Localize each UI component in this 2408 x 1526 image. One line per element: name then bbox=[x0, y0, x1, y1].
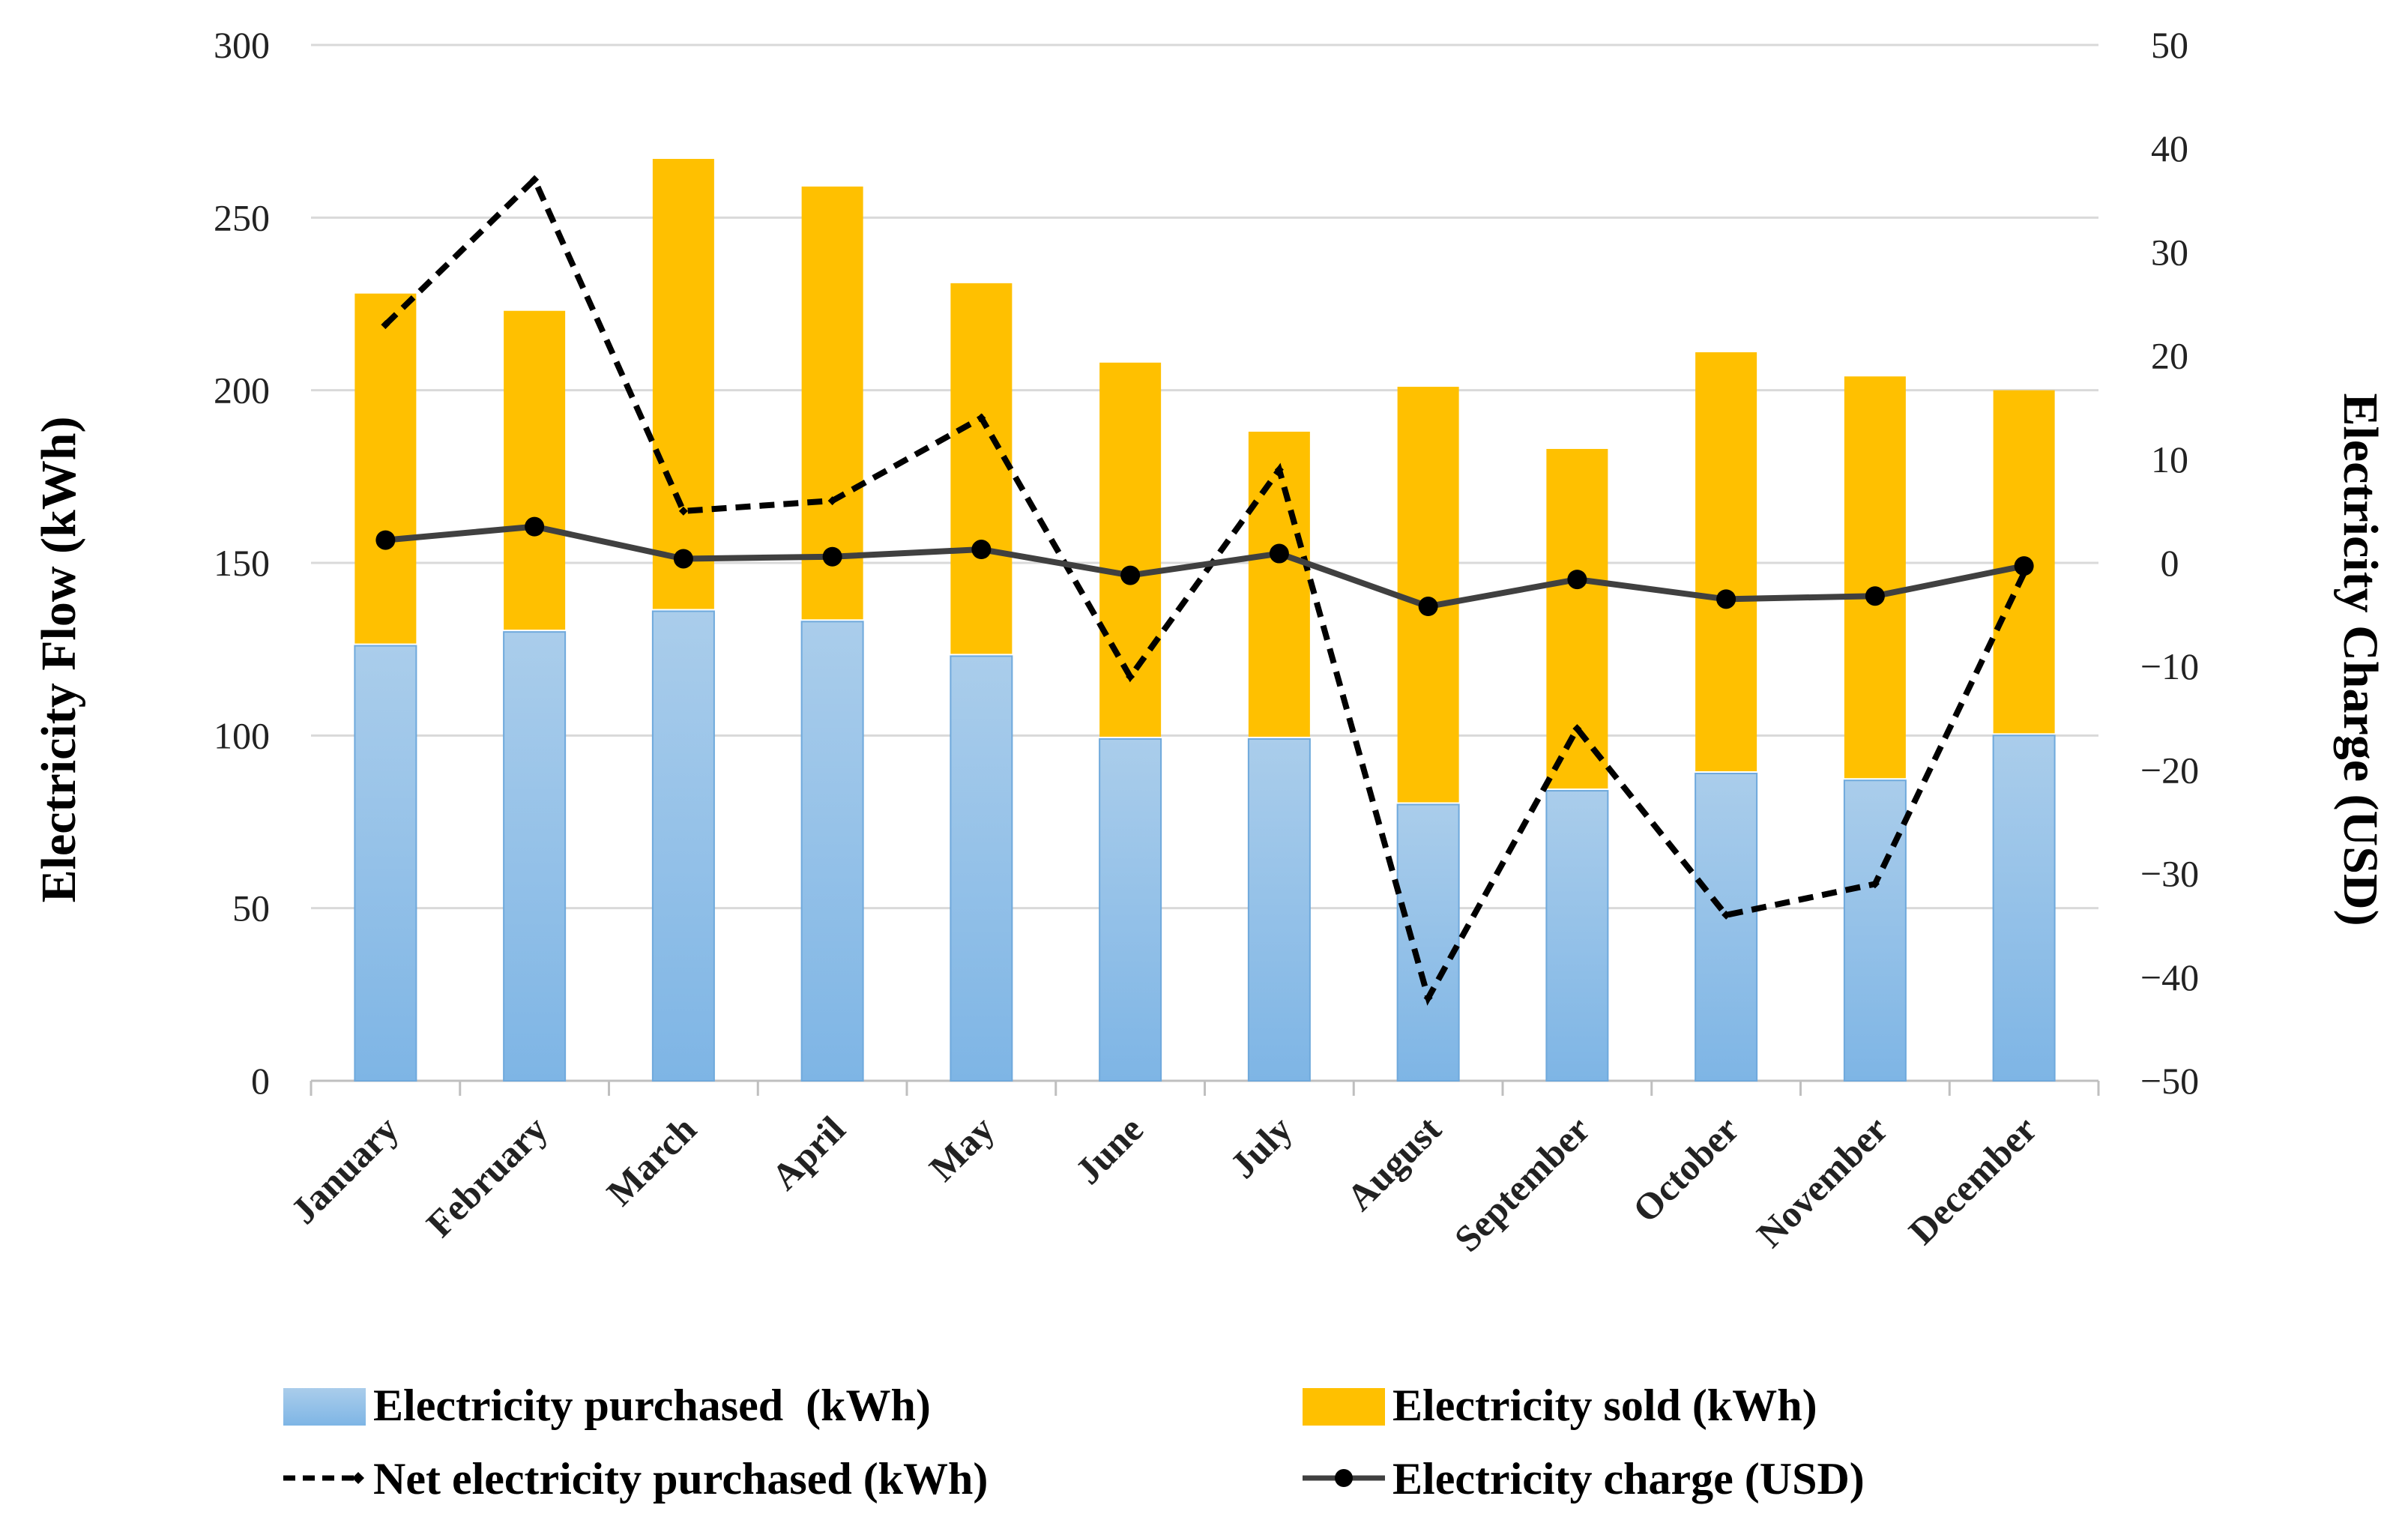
bar-sold bbox=[1844, 376, 1906, 779]
bar-sold bbox=[950, 283, 1013, 654]
point-electricity-charge bbox=[1567, 570, 1587, 590]
x-tick-label: October bbox=[1625, 1108, 1747, 1230]
y-tick-label-left: 150 bbox=[214, 542, 270, 584]
y-tick-label-left: 50 bbox=[232, 887, 270, 929]
point-net-purchased bbox=[1274, 465, 1284, 474]
bar-sold bbox=[1248, 431, 1310, 737]
point-electricity-charge bbox=[375, 530, 396, 550]
y-tick-label-right: −10 bbox=[2140, 645, 2199, 687]
x-tick-label: May bbox=[921, 1108, 1002, 1189]
x-tick-label: November bbox=[1748, 1108, 1896, 1255]
x-tick-label: September bbox=[1446, 1108, 1599, 1260]
y-tick-label-left: 250 bbox=[214, 196, 270, 238]
legend-swatch-sold bbox=[1303, 1388, 1385, 1426]
point-electricity-charge bbox=[1418, 597, 1438, 617]
legend-marker-charge bbox=[1335, 1469, 1353, 1487]
point-net-purchased bbox=[530, 175, 540, 184]
bar-purchased bbox=[354, 645, 417, 1082]
x-tick-label: August bbox=[1339, 1108, 1449, 1219]
point-electricity-charge bbox=[1716, 589, 1736, 609]
y-tick-label-right: 40 bbox=[2151, 127, 2188, 169]
x-tick-label: June bbox=[1067, 1108, 1151, 1192]
legend-label-net: Net electricity purchased (kWh) bbox=[373, 1454, 988, 1504]
y-tick-label-right: 10 bbox=[2151, 438, 2188, 480]
y-tick-label-left: 0 bbox=[251, 1060, 270, 1102]
point-net-purchased bbox=[827, 496, 837, 506]
y-tick-label-right: 50 bbox=[2151, 24, 2188, 66]
point-electricity-charge bbox=[2014, 556, 2034, 576]
y-tick-label-left: 200 bbox=[214, 370, 270, 411]
y-tick-label-right: 20 bbox=[2151, 335, 2188, 377]
legend-marker-net bbox=[352, 1472, 364, 1484]
legend-label-purchased: Electricity purchased (kWh) bbox=[373, 1381, 931, 1430]
line-net-purchased bbox=[383, 174, 2027, 1006]
line-series bbox=[375, 174, 2034, 1006]
y-axis-title-right: Electricity Charge (USD) bbox=[2333, 393, 2388, 926]
bar-purchased bbox=[1992, 735, 2056, 1082]
point-electricity-charge bbox=[673, 549, 693, 569]
bar-purchased bbox=[1843, 779, 1907, 1082]
legend: Electricity purchased (kWh) Electricity … bbox=[283, 1381, 1865, 1504]
x-tick-label: March bbox=[599, 1108, 704, 1213]
x-tick-label: February bbox=[418, 1108, 555, 1245]
x-tick-label: December bbox=[1901, 1108, 2045, 1252]
y-tick-label-right: 30 bbox=[2151, 231, 2188, 273]
bar-series bbox=[354, 159, 2056, 1082]
point-net-purchased bbox=[1870, 879, 1880, 889]
point-net-purchased bbox=[977, 413, 986, 423]
bar-purchased bbox=[503, 631, 567, 1082]
legend-swatch-purchased bbox=[283, 1388, 366, 1426]
bar-purchased bbox=[1247, 738, 1311, 1082]
bar-sold bbox=[1695, 352, 1757, 772]
point-net-purchased bbox=[1572, 724, 1582, 734]
bar-purchased bbox=[1396, 803, 1460, 1082]
x-tick-label: April bbox=[763, 1108, 853, 1198]
y-tick-label-left: 100 bbox=[214, 714, 270, 756]
point-net-purchased bbox=[381, 320, 390, 330]
point-electricity-charge bbox=[971, 540, 992, 560]
x-tick-label: January bbox=[283, 1108, 406, 1231]
legend-label-charge: Electricity charge (USD) bbox=[1392, 1454, 1865, 1504]
bar-purchased bbox=[1099, 738, 1162, 1082]
y-axis-title-left: Electricity Flow (kWh) bbox=[31, 417, 86, 903]
y-tick-label-left: 300 bbox=[214, 24, 270, 66]
point-net-purchased bbox=[678, 506, 688, 516]
bar-purchased bbox=[800, 621, 864, 1082]
y-tick-label-right: −20 bbox=[2140, 749, 2199, 791]
axes bbox=[310, 1079, 2100, 1096]
x-tick-label: July bbox=[1222, 1108, 1300, 1186]
bar-purchased bbox=[1545, 790, 1609, 1082]
gridlines bbox=[311, 43, 2098, 910]
legend-label-sold: Electricity sold (kWh) bbox=[1392, 1381, 1817, 1430]
line-electricity-charge bbox=[385, 523, 2025, 610]
point-net-purchased bbox=[1126, 672, 1135, 682]
bar-purchased bbox=[651, 610, 715, 1082]
point-electricity-charge bbox=[822, 546, 842, 567]
bar-sold bbox=[652, 159, 714, 609]
bar-purchased bbox=[1695, 773, 1758, 1082]
y-tick-label-right: −50 bbox=[2140, 1060, 2199, 1102]
y-tick-label-right: 0 bbox=[2161, 542, 2179, 584]
y-tick-label-right: −30 bbox=[2140, 853, 2199, 895]
bar-sold bbox=[1546, 448, 1608, 789]
point-electricity-charge bbox=[525, 516, 545, 537]
y-tick-label-right: −40 bbox=[2140, 956, 2199, 998]
point-electricity-charge bbox=[1865, 586, 1885, 606]
point-electricity-charge bbox=[1269, 543, 1289, 564]
bar-sold bbox=[354, 293, 417, 644]
point-electricity-charge bbox=[1120, 565, 1141, 585]
point-net-purchased bbox=[1423, 993, 1433, 1003]
bar-sold bbox=[1397, 387, 1459, 803]
bar-purchased bbox=[950, 655, 1013, 1082]
bar-sold bbox=[504, 310, 566, 630]
point-net-purchased bbox=[1721, 910, 1731, 920]
